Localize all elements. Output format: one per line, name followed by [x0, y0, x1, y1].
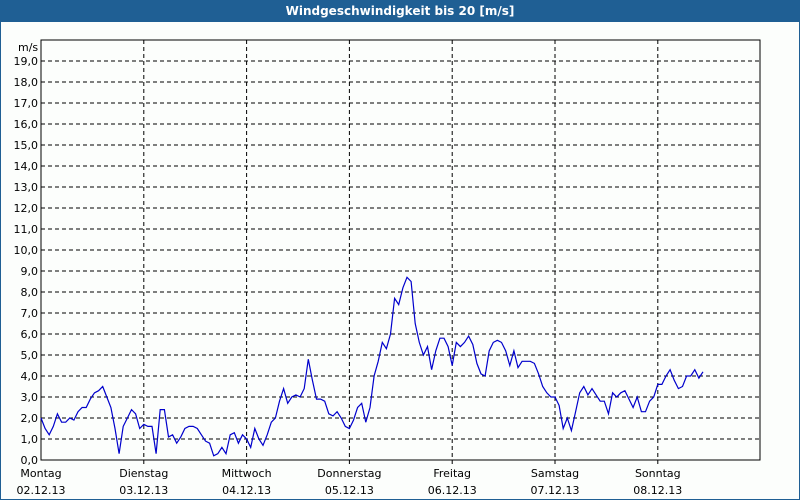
y-tick-label: 19,0 [14, 55, 39, 68]
x-tick-date-label: 07.12.13 [531, 484, 580, 497]
y-tick-label: 18,0 [14, 76, 39, 89]
x-tick-day-label: Donnerstag [317, 467, 381, 480]
y-tick-label: 6,0 [21, 328, 39, 341]
x-tick-date-label: 02.12.13 [17, 484, 66, 497]
y-tick-label: 1,0 [21, 433, 39, 446]
x-tick-day-label: Freitag [433, 467, 471, 480]
y-tick-label: 14,0 [14, 160, 39, 173]
wind-speed-line [40, 276, 704, 457]
grid-lines [41, 40, 760, 464]
chart-title: Windgeschwindigkeit bis 20 [m/s] [1, 1, 799, 22]
y-axis-unit-label: m/s [18, 41, 38, 54]
x-axis-ticks: Montag 02.12.13 Dienstag 03.12.13 Mittwoch 04… [17, 467, 683, 497]
x-tick-date-label: 05.12.13 [325, 484, 374, 497]
y-tick-label: 16,0 [14, 118, 39, 131]
plot-area-border [40, 39, 761, 461]
y-tick-label: 13,0 [14, 181, 39, 194]
y-tick-label: 10,0 [14, 244, 39, 257]
y-tick-label: 8,0 [21, 286, 39, 299]
y-axis-ticks: 0,0 1,0 2,0 3,0 4,0 5,0 6,0 7,0 8,0 9,0 10,0 11,0 12… [14, 55, 39, 467]
x-tick-day-label: Samstag [531, 467, 579, 480]
y-tick-label: 17,0 [14, 97, 39, 110]
x-tick-day-label: Mittwoch [222, 467, 272, 480]
x-tick-day-label: Sonntag [635, 467, 681, 480]
y-tick-label: 5,0 [21, 349, 39, 362]
y-tick-label: 3,0 [21, 391, 39, 404]
x-tick-day-label: Dienstag [119, 467, 168, 480]
y-tick-label: 4,0 [21, 370, 39, 383]
x-tick-day-label: Montag [20, 467, 61, 480]
x-tick-date-label: 08.12.13 [633, 484, 682, 497]
x-tick-date-label: 06.12.13 [428, 484, 477, 497]
y-tick-label: 0,0 [21, 454, 39, 467]
x-tick-date-label: 03.12.13 [119, 484, 168, 497]
y-tick-label: 15,0 [14, 139, 39, 152]
y-tick-label: 12,0 [14, 202, 39, 215]
y-tick-label: 9,0 [21, 265, 39, 278]
y-tick-label: 7,0 [21, 307, 39, 320]
x-tick-date-label: 04.12.13 [222, 484, 271, 497]
y-tick-label: 2,0 [21, 412, 39, 425]
y-tick-label: 11,0 [14, 223, 39, 236]
